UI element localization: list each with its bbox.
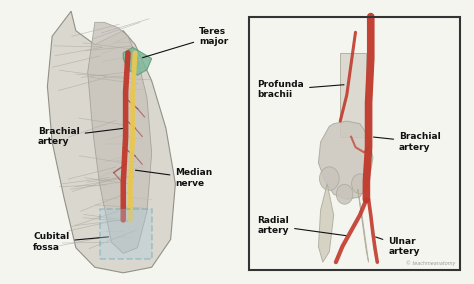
Polygon shape bbox=[123, 47, 152, 75]
Bar bbox=[100, 209, 152, 259]
Text: Teres
major: Teres major bbox=[143, 26, 228, 58]
Text: Brachial
artery: Brachial artery bbox=[38, 127, 123, 146]
Polygon shape bbox=[47, 11, 175, 273]
Text: © teachmeanatomy: © teachmeanatomy bbox=[406, 260, 456, 266]
Bar bbox=[340, 53, 366, 137]
Text: Radial
artery: Radial artery bbox=[257, 216, 346, 236]
Text: Cubital
fossa: Cubital fossa bbox=[33, 233, 109, 252]
Polygon shape bbox=[319, 121, 373, 199]
Circle shape bbox=[319, 167, 339, 190]
Text: Median
nerve: Median nerve bbox=[136, 168, 213, 188]
Polygon shape bbox=[88, 22, 152, 253]
Polygon shape bbox=[358, 189, 369, 262]
Text: Ulnar
artery: Ulnar artery bbox=[375, 237, 419, 256]
Circle shape bbox=[352, 174, 368, 194]
Polygon shape bbox=[319, 184, 334, 262]
Text: Profunda
brachii: Profunda brachii bbox=[257, 80, 344, 99]
Circle shape bbox=[337, 184, 353, 204]
Text: Brachial
artery: Brachial artery bbox=[374, 132, 441, 152]
